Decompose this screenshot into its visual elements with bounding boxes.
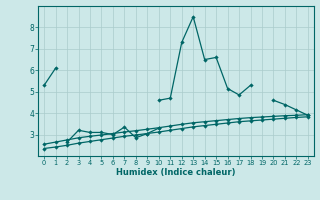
X-axis label: Humidex (Indice chaleur): Humidex (Indice chaleur) xyxy=(116,168,236,177)
